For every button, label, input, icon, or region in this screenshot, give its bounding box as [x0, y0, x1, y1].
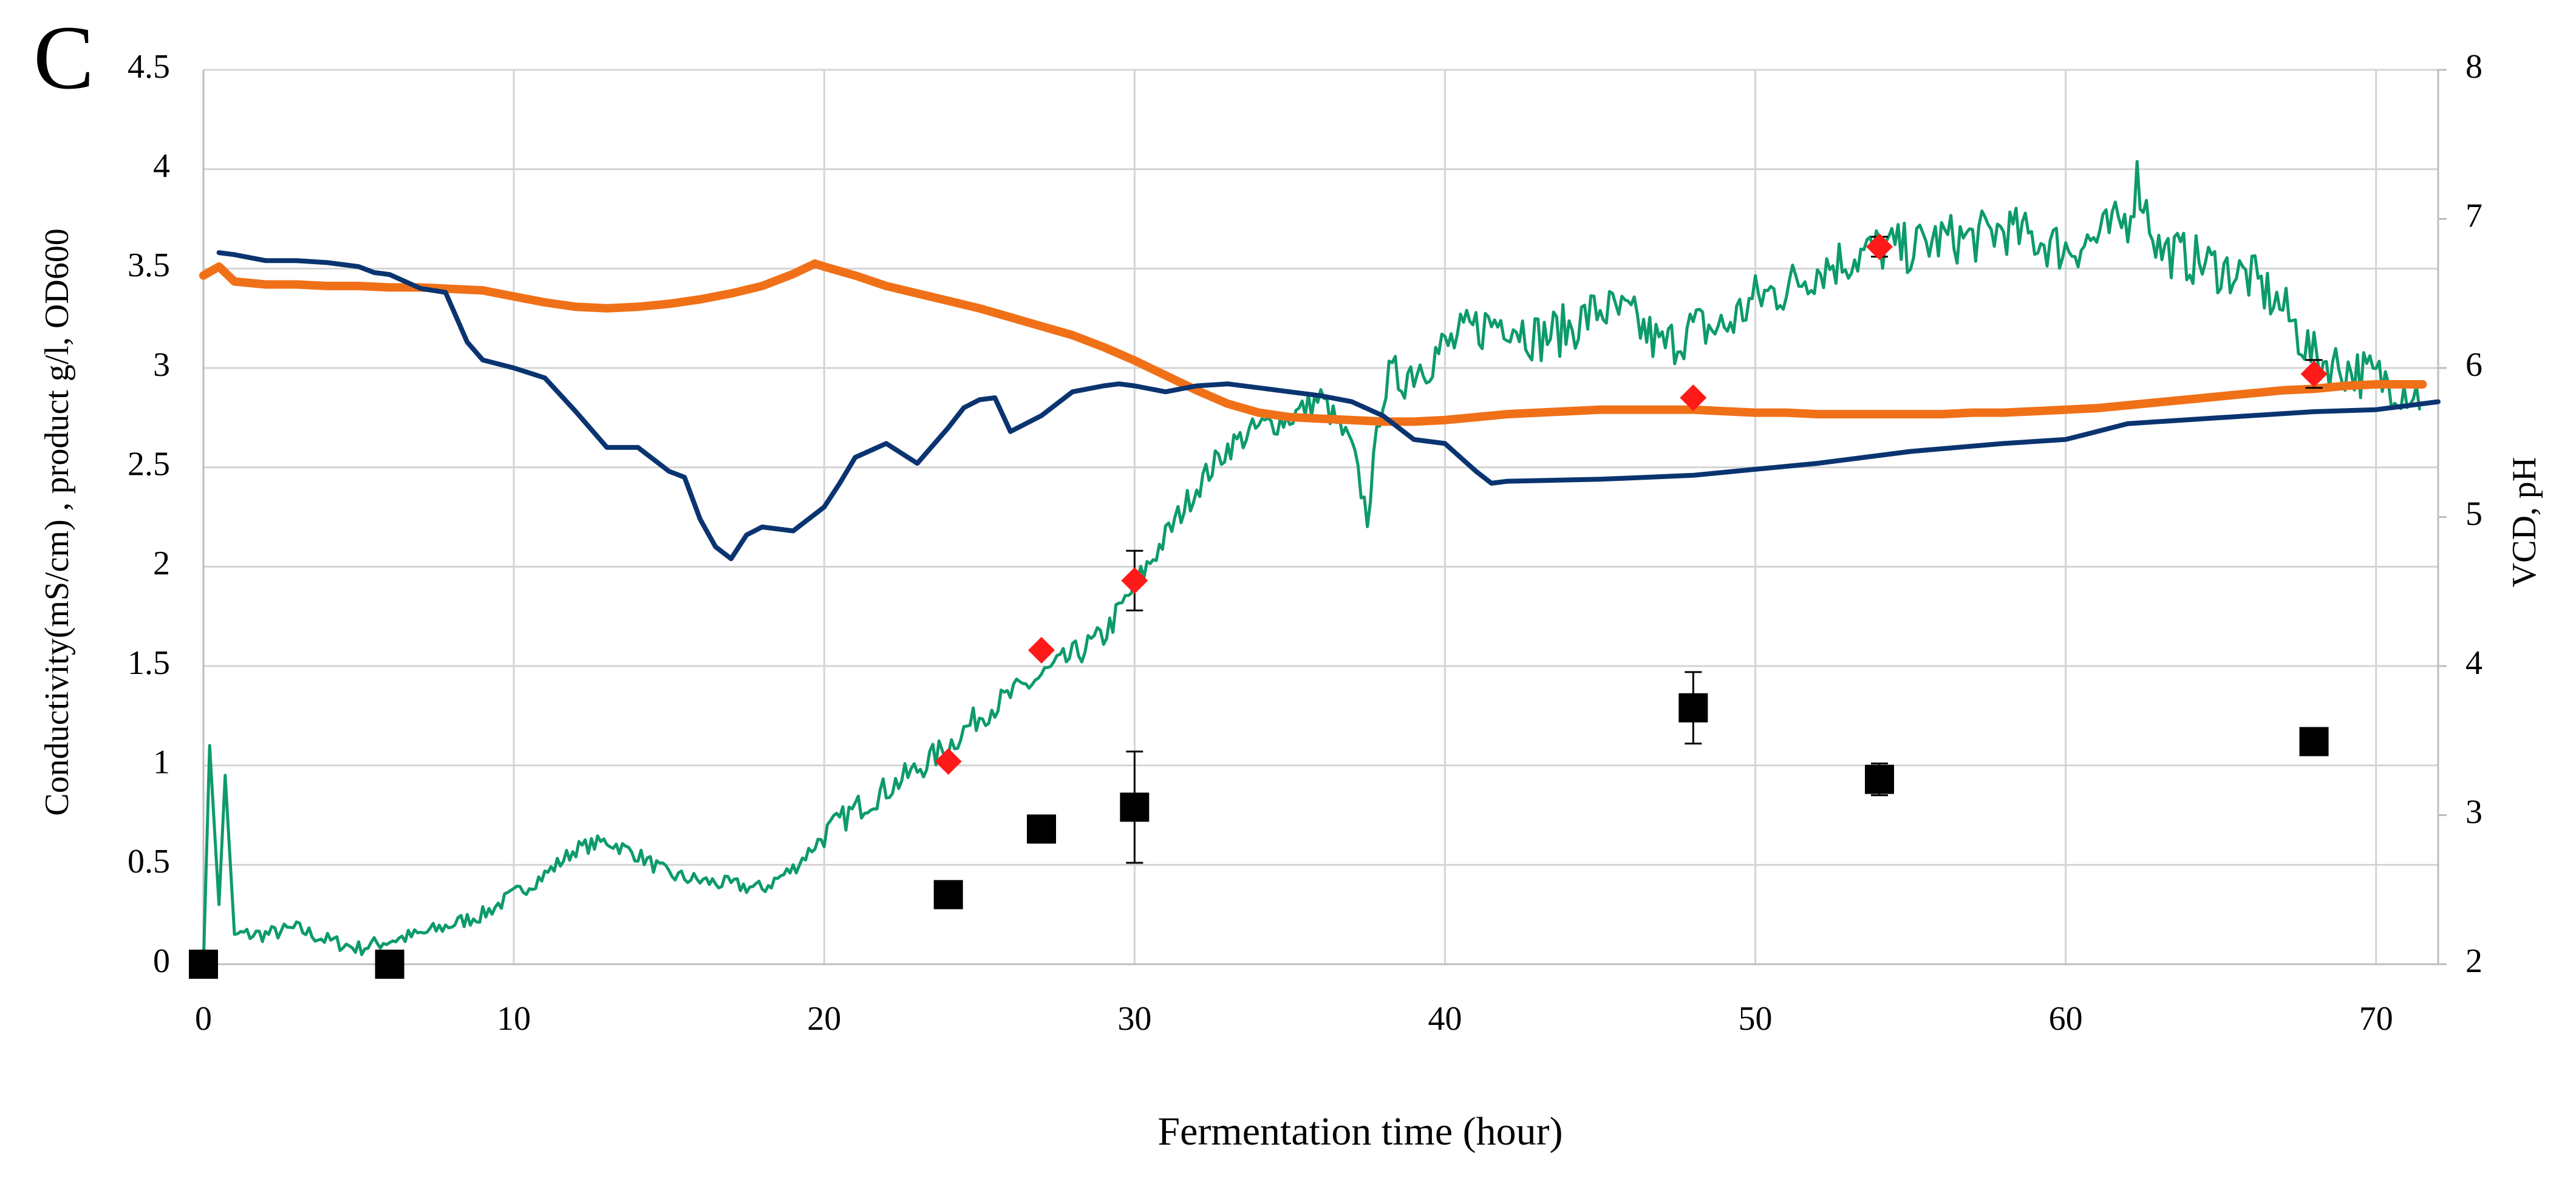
y-left-tick-label: 2.5	[128, 446, 170, 483]
y-left-tick-label: 1.5	[128, 644, 170, 682]
x-tick-label: 10	[497, 1000, 531, 1038]
series-line-vcd	[216, 250, 2441, 562]
x-tick-label: 0	[195, 1000, 212, 1038]
y-left-tick-label: 1	[153, 744, 170, 781]
y-left-tick-label: 0.5	[128, 843, 170, 880]
ticks-layer: 0 10 20 30 40 50 60 70 0 0.5 1 1.5 2 2.5 3 3.5 4 4.5 2 3 4 5 6…	[128, 48, 2482, 1038]
y-right-tick-label: 5	[2465, 495, 2482, 532]
x-tick-label: 50	[1739, 1000, 1773, 1038]
series-line-conductivity	[202, 160, 2421, 966]
y-axis-right-label: VCD, pH	[2506, 457, 2543, 588]
y-right-tick-label: 6	[2465, 346, 2482, 384]
data-point-od600	[1121, 567, 1148, 594]
y-right-tick-label: 8	[2465, 48, 2482, 86]
y-right-tick-label: 3	[2465, 793, 2482, 831]
y-right-tick-label: 2	[2465, 942, 2482, 980]
series-layer	[199, 160, 2441, 966]
x-tick-label: 20	[807, 1000, 841, 1038]
y-left-tick-label: 3.5	[128, 247, 170, 284]
y-left-tick-label: 0	[153, 942, 170, 980]
grid	[202, 69, 2438, 965]
data-point-product	[1027, 814, 1056, 844]
x-tick-label: 70	[2359, 1000, 2393, 1038]
y-left-tick-label: 4.5	[128, 48, 170, 86]
axes	[202, 69, 2447, 965]
y-left-tick-label: 3	[153, 346, 170, 384]
data-point-product	[2299, 727, 2329, 757]
data-point-product	[189, 950, 218, 979]
data-point-od600	[2300, 360, 2328, 387]
data-point-od600	[935, 748, 962, 775]
data-point-od600	[1866, 233, 1893, 260]
x-tick-label: 60	[2049, 1000, 2083, 1038]
data-point-product	[375, 950, 404, 979]
y-right-tick-label: 7	[2465, 197, 2482, 234]
x-tick-label: 30	[1117, 1000, 1151, 1038]
data-point-product	[1120, 792, 1150, 822]
data-point-od600	[1680, 384, 1707, 412]
x-tick-label: 40	[1428, 1000, 1462, 1038]
panel-label: C	[33, 7, 94, 108]
markers-layer	[189, 233, 2329, 979]
data-point-product	[1865, 764, 1894, 794]
x-axis-label: Fermentation time (hour)	[1157, 1109, 1562, 1154]
y-right-tick-label: 4	[2465, 644, 2482, 682]
data-point-od600	[1028, 636, 1055, 664]
y-axis-left-label: Conductivity(mS/cm) , product g/l, OD600	[38, 228, 76, 815]
y-left-tick-label: 4	[153, 148, 170, 185]
y-left-tick-label: 2	[153, 545, 170, 582]
data-point-product	[1678, 693, 1708, 723]
series-line-ph	[199, 259, 2427, 426]
data-point-product	[933, 880, 963, 910]
